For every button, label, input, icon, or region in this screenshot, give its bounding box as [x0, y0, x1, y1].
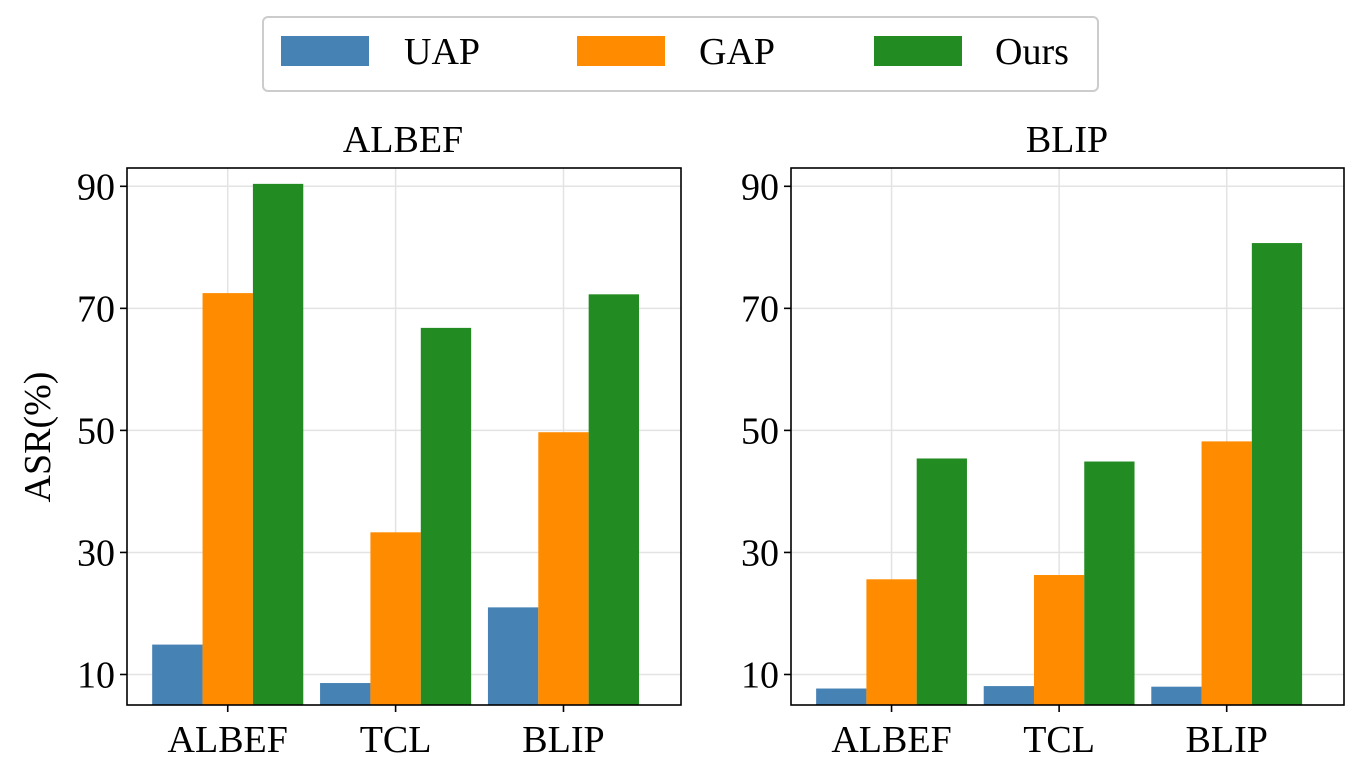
y-tick-label: 30: [741, 532, 779, 574]
legend-label-uap: UAP: [404, 31, 480, 73]
y-tick-label: 90: [741, 166, 779, 208]
bar-ours-albef: [252, 183, 304, 705]
x-tick-label: BLIP: [522, 719, 604, 761]
bar-gap-blip: [1201, 441, 1252, 705]
panel-blip: BLIP 10 30 50 70 90 ALBEF TCL BLIP: [741, 119, 1345, 761]
bar-uap-albef: [152, 644, 203, 705]
bars: [816, 243, 1303, 705]
legend-swatch-uap: [281, 36, 369, 66]
y-tick-label: 10: [741, 654, 779, 696]
y-tick-label: 90: [77, 166, 115, 208]
bar-ours-albef: [916, 458, 967, 705]
bar-uap-tcl: [983, 686, 1034, 705]
bar-gap-blip: [538, 432, 589, 705]
bar-uap-blip: [487, 607, 539, 705]
legend-swatch-ours: [874, 36, 962, 66]
legend: UAP GAP Ours: [262, 16, 1099, 92]
x-tick-label: ALBEF: [831, 719, 951, 761]
y-tick-label: 10: [77, 654, 115, 696]
bar-uap-tcl: [320, 683, 371, 705]
bar-ours-blip: [588, 294, 640, 705]
axes-frame: [126, 167, 682, 706]
panel-title: BLIP: [1026, 119, 1108, 161]
y-tick-label: 50: [741, 410, 779, 452]
bar-uap-blip: [1151, 686, 1202, 705]
legend-frame: [262, 16, 1099, 92]
x-tick-label: ALBEF: [168, 719, 288, 761]
legend-swatch-gap: [577, 36, 665, 66]
axes-frame: [790, 167, 1345, 706]
legend-label-gap: GAP: [699, 31, 775, 73]
y-tick-label: 30: [77, 532, 115, 574]
x-tick-label: BLIP: [1186, 719, 1268, 761]
legend-label-ours: Ours: [995, 31, 1069, 73]
bar-gap-albef: [202, 293, 253, 705]
bar-ours-blip: [1251, 243, 1303, 705]
y-axis-label: ASR(%): [17, 372, 59, 503]
panel-title: ALBEF: [343, 119, 463, 161]
x-ticks: ALBEF TCL BLIP: [831, 705, 1268, 761]
bar-gap-tcl: [1033, 575, 1085, 705]
y-tick-label: 70: [77, 288, 115, 330]
bar-gap-albef: [866, 579, 917, 705]
y-ticks: 10 30 50 70 90: [741, 166, 791, 696]
bar-gap-tcl: [370, 532, 421, 705]
x-ticks: ALBEF TCL BLIP: [168, 705, 605, 761]
x-tick-label: TCL: [1023, 719, 1095, 761]
bar-ours-tcl: [1084, 461, 1135, 705]
bar-uap-albef: [816, 688, 867, 705]
y-tick-label: 70: [741, 288, 779, 330]
panel-albef: ALBEF 10 30 50 70 90 ALBEF TCL BLIP: [77, 119, 682, 761]
bars: [152, 183, 640, 705]
x-tick-label: TCL: [360, 719, 432, 761]
y-tick-label: 50: [77, 410, 115, 452]
bar-ours-tcl: [420, 327, 472, 705]
y-ticks: 10 30 50 70 90: [77, 166, 127, 696]
